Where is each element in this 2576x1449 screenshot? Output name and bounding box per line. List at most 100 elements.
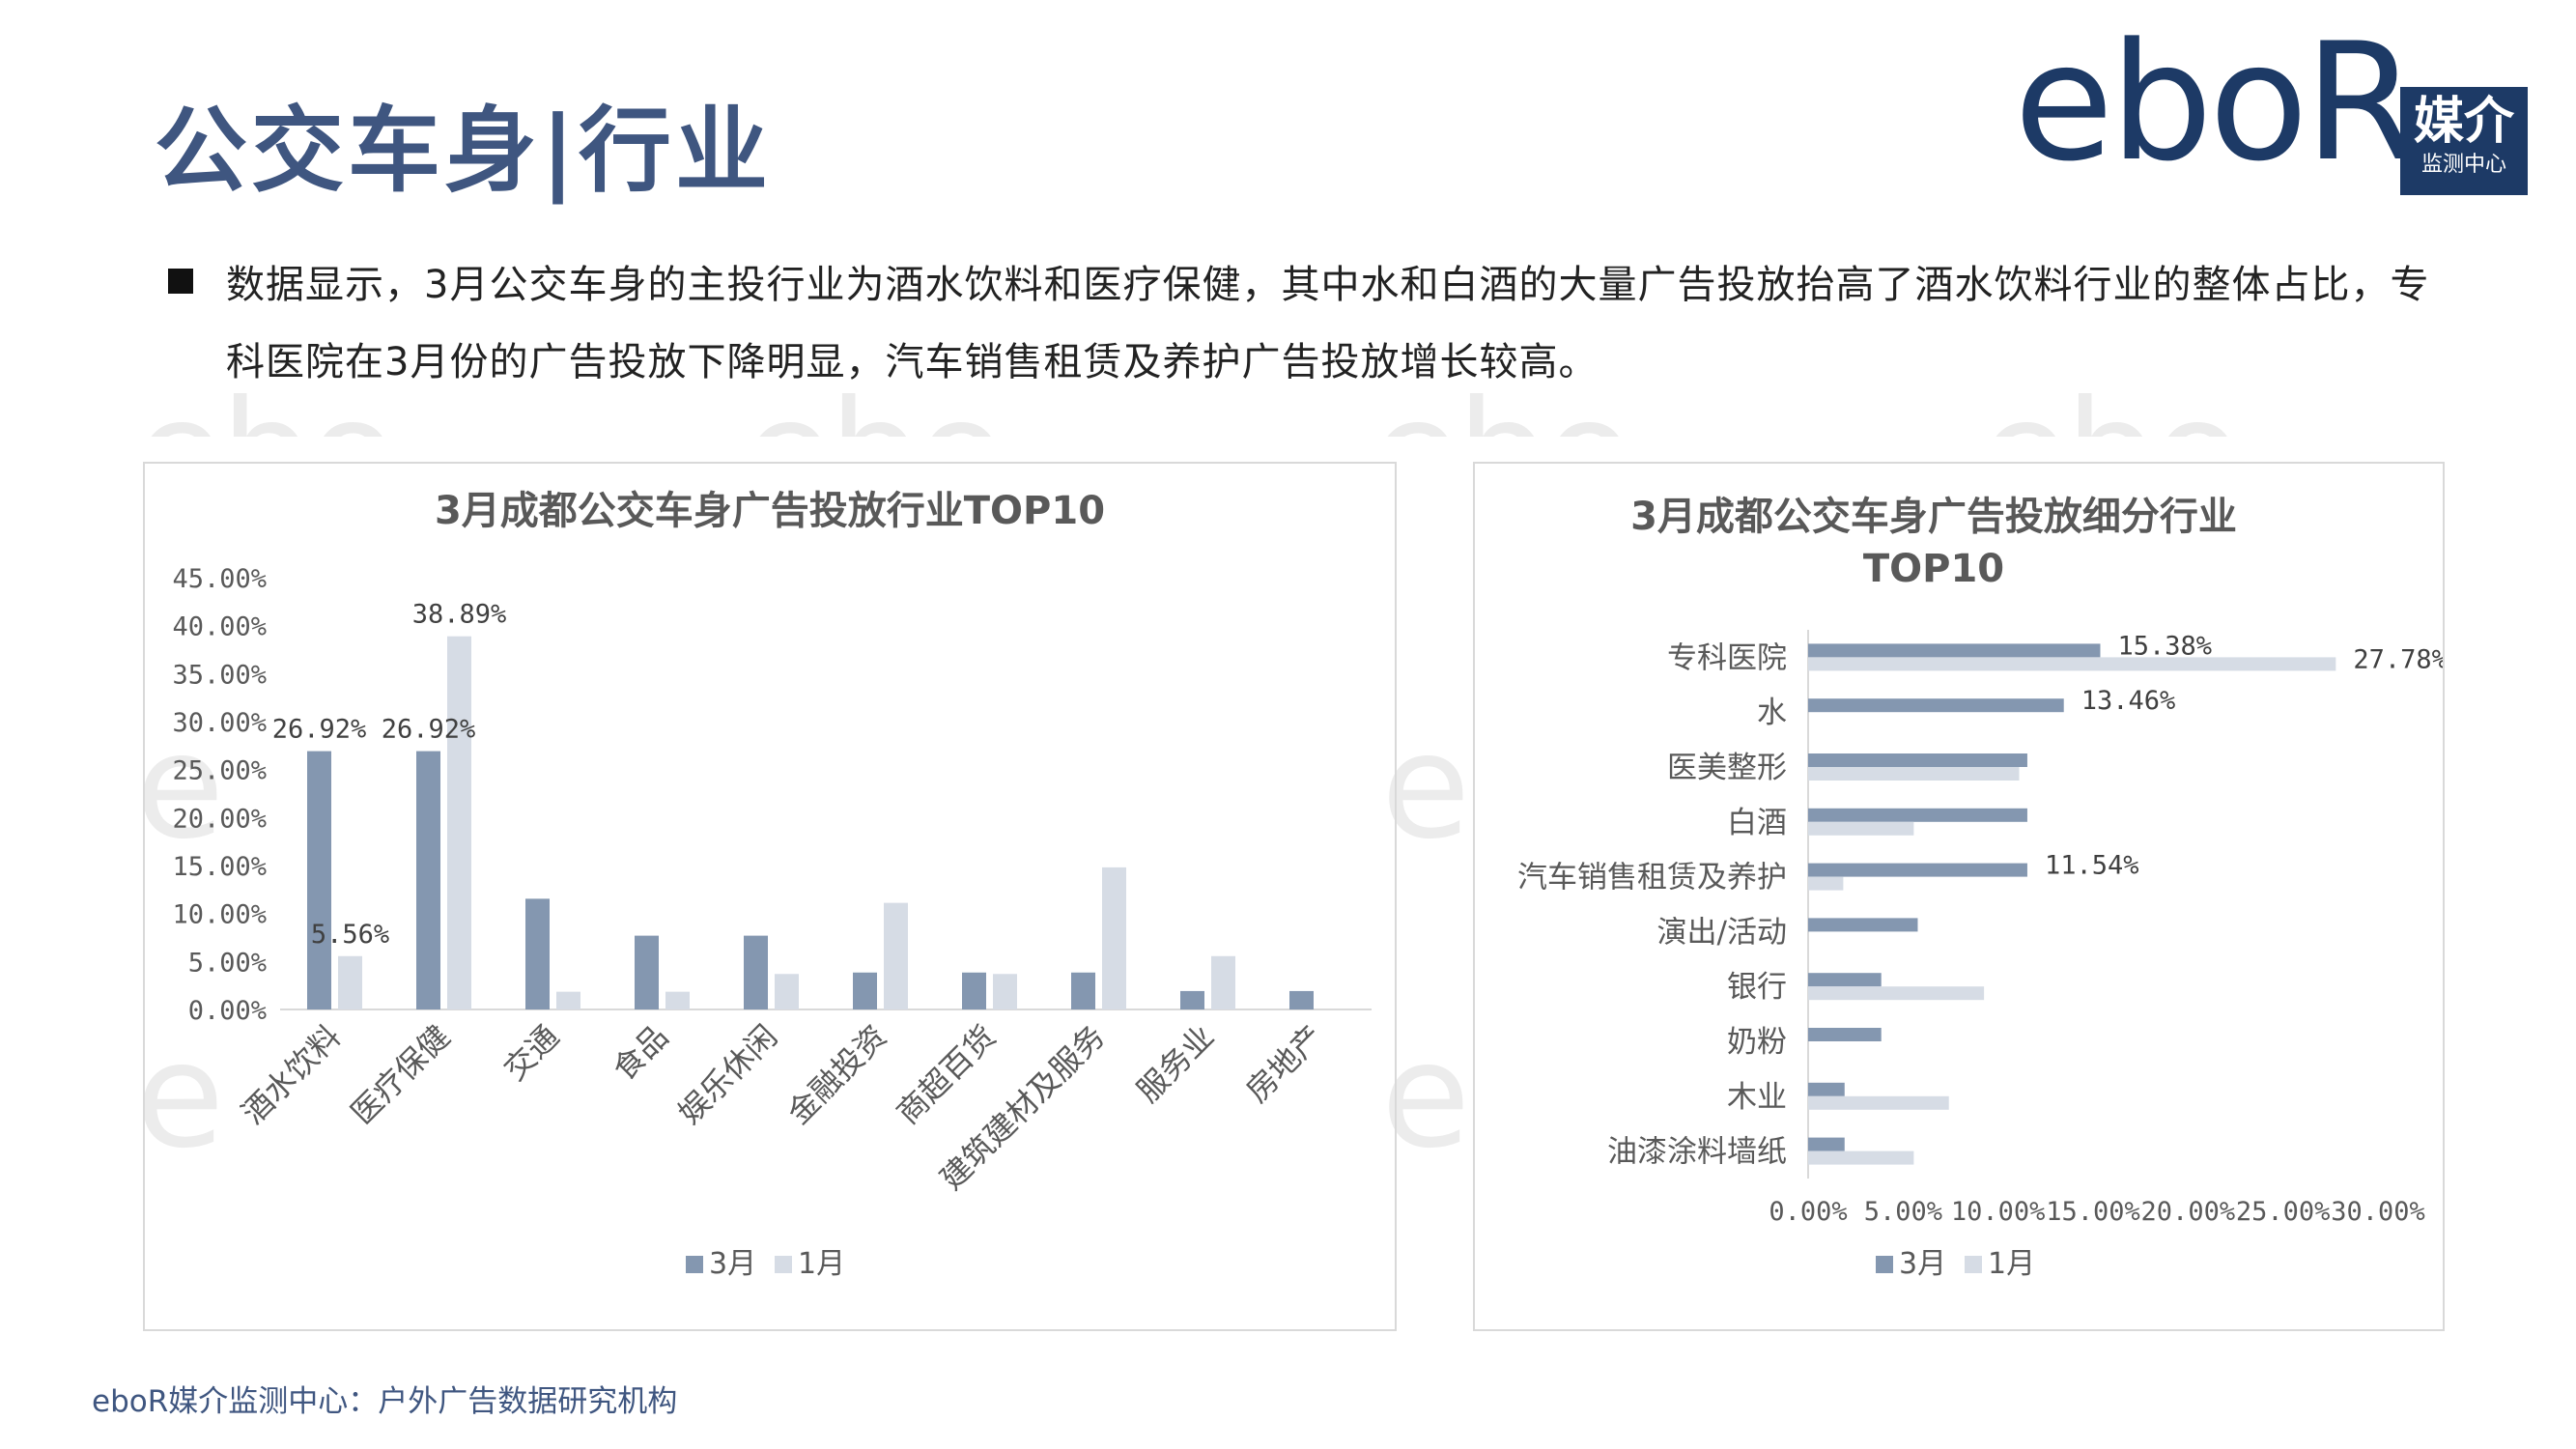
x-tick-label: 10.00% [1951, 1197, 2046, 1227]
x-tick-label: 服务业 [1129, 1018, 1221, 1110]
legend-swatch-january [1965, 1256, 1982, 1273]
bar-january [1808, 767, 2020, 781]
data-label: 11.54% [2045, 851, 2139, 881]
y-tick-label: 30.00% [172, 708, 267, 738]
y-tick-label: 专科医院 [1667, 640, 1787, 675]
y-tick-label: 水 [1757, 696, 1787, 730]
data-label: 38.89% [412, 600, 507, 630]
x-tick-label: 25.00% [2236, 1197, 2331, 1227]
bar-march [1808, 1137, 1845, 1151]
y-tick-label: 白酒 [1727, 806, 1787, 840]
y-tick-label: 奶粉 [1727, 1025, 1787, 1060]
bullet-square-icon [168, 269, 193, 294]
y-tick-label: 演出/活动 [1657, 915, 1787, 950]
bar-january [1808, 657, 2336, 671]
bar-january [447, 636, 471, 1009]
logo-badge: 媒介 监测中心 [2400, 87, 2528, 195]
logo-badge-subtitle: 监测中心 [2420, 153, 2506, 177]
y-tick-label: 45.00% [172, 564, 267, 594]
industry-top10-chart-panel: 3月成都公交车身广告投放行业TOP10 0.00% 5.00% 10.00% 15.00… [143, 462, 1397, 1331]
bar-march [1808, 808, 2027, 822]
bar-march [1808, 1028, 1882, 1041]
legend-label: 3月 [1899, 1247, 1946, 1281]
bar-march [1180, 990, 1204, 1009]
legend-label: 1月 [798, 1247, 845, 1281]
data-label: 27.78% [2353, 644, 2443, 674]
x-tick-label: 医疗保健 [344, 1018, 457, 1131]
chart-title: 3月成都公交车身广告投放细分行业 [1630, 495, 2237, 539]
x-tick-label: 0.00% [1769, 1197, 1847, 1227]
bar-january [775, 974, 799, 1009]
bar-january [1808, 876, 1844, 891]
bar-march [1808, 973, 1882, 987]
bar-january [884, 902, 908, 1009]
bar-march [962, 972, 986, 1009]
legend-swatch-march [686, 1256, 703, 1273]
bar-january [993, 974, 1017, 1009]
bar-march [525, 898, 550, 1009]
data-label: 26.92% [382, 715, 476, 745]
y-tick-label: 20.00% [172, 804, 267, 834]
y-tick-label: 5.00% [188, 948, 267, 978]
bar-march [1808, 698, 2064, 713]
bar-march [1289, 990, 1314, 1009]
x-tick-label: 房地产 [1238, 1018, 1330, 1110]
page-title: 公交车身|行业 [155, 97, 773, 205]
y-tick-label: 汽车销售租赁及养护 [1517, 861, 1787, 895]
x-tick-label: 商超百货 [890, 1018, 1003, 1131]
bar-january [338, 955, 362, 1009]
data-label: 26.92% [272, 715, 367, 745]
bar-march [416, 751, 440, 1009]
bar-march [744, 935, 768, 1009]
bar-march [1808, 753, 2027, 767]
bar-march [1071, 972, 1095, 1009]
bar-january [1808, 986, 1985, 1001]
legend-label: 3月 [709, 1247, 756, 1281]
y-tick-label: 35.00% [172, 660, 267, 690]
bar-january [665, 991, 690, 1009]
y-tick-label: 医美整形 [1667, 751, 1787, 785]
summary-text: 数据显示，3月公交车身的主投行业为酒水饮料和医疗保健，其中水和白酒的大量广告投放… [226, 263, 2430, 384]
bar-march [1808, 863, 2027, 877]
x-tick-label: 食品 [606, 1018, 675, 1088]
y-tick-label: 40.00% [172, 612, 267, 642]
x-tick-label: 交通 [496, 1018, 566, 1088]
bar-march [1808, 918, 1918, 932]
ebor-logo: eboR 媒介 监测中心 [2014, 21, 2535, 195]
y-tick-label: 银行 [1727, 970, 1787, 1005]
footer-source: eboR媒介监测中心：户外广告数据研究机构 [92, 1384, 678, 1419]
x-tick-label: 5.00% [1864, 1197, 1942, 1227]
y-tick-label: 0.00% [188, 996, 267, 1026]
data-label: 5.56% [311, 920, 389, 950]
bar-january [1808, 821, 1914, 836]
bar-march [853, 972, 877, 1009]
chart-title: 3月成都公交车身广告投放行业TOP10 [435, 489, 1105, 533]
x-tick-label: 15.00% [2046, 1197, 2140, 1227]
bar-march [1808, 643, 2101, 658]
y-tick-label: 25.00% [172, 756, 267, 786]
legend-swatch-march [1876, 1256, 1893, 1273]
logo-badge-title: 媒介 [2413, 92, 2514, 151]
bar-march [635, 935, 659, 1009]
x-tick-label: 酒水饮料 [235, 1018, 348, 1131]
y-tick-label: 15.00% [172, 852, 267, 882]
chart-subtitle: TOP10 [1863, 547, 2004, 591]
logo-wordmark: eboR [2014, 8, 2418, 197]
bar-january [1808, 1151, 1914, 1165]
data-label: 13.46% [2081, 686, 2176, 716]
legend-swatch-january [775, 1256, 792, 1273]
bar-march [1808, 1082, 1845, 1096]
legend-label: 1月 [1988, 1247, 2035, 1281]
x-tick-label: 娱乐休闲 [671, 1018, 784, 1131]
y-tick-label: 油漆涂料墙纸 [1607, 1135, 1787, 1170]
bar-january [556, 991, 580, 1009]
sub-industry-top10-chart-panel: 3月成都公交车身广告投放细分行业 TOP10 0.00% 5.00% 10.00% 15.… [1473, 462, 2445, 1331]
bar-january [1102, 867, 1126, 1009]
y-tick-label: 木业 [1727, 1080, 1787, 1115]
bar-january [1808, 1095, 1949, 1110]
data-label: 15.38% [2117, 631, 2212, 661]
bar-january [1211, 955, 1235, 1009]
bar-march [307, 751, 331, 1009]
x-tick-label: 20.00% [2141, 1197, 2236, 1227]
